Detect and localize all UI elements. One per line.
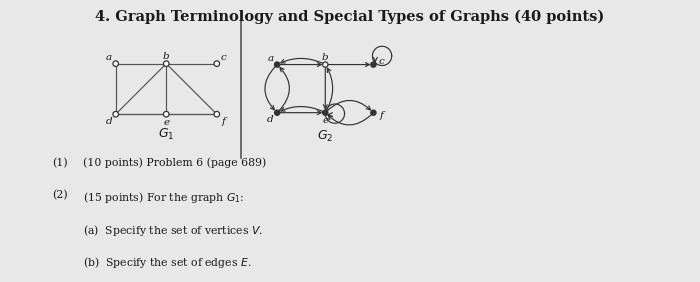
Text: $G_1$: $G_1$: [158, 127, 174, 142]
Circle shape: [113, 111, 118, 117]
Text: a: a: [106, 53, 112, 62]
Circle shape: [214, 111, 220, 117]
Text: b: b: [163, 52, 169, 61]
Text: f: f: [379, 111, 384, 120]
Circle shape: [214, 61, 220, 67]
Text: (a)  Specify the set of vertices $V$.: (a) Specify the set of vertices $V$.: [83, 223, 262, 238]
Text: f: f: [221, 117, 225, 126]
Text: e: e: [322, 116, 328, 125]
Text: (1): (1): [52, 158, 68, 168]
Circle shape: [323, 110, 328, 115]
Circle shape: [371, 110, 376, 115]
Text: d: d: [267, 115, 274, 124]
Circle shape: [164, 61, 169, 67]
Text: (2): (2): [52, 190, 68, 201]
Text: $G_2$: $G_2$: [317, 129, 333, 144]
Text: b: b: [322, 53, 328, 62]
Text: e: e: [163, 118, 169, 127]
Circle shape: [113, 61, 118, 67]
Text: (b)  Specify the set of edges $E$.: (b) Specify the set of edges $E$.: [83, 255, 251, 270]
Text: d: d: [106, 117, 113, 126]
Text: 4. Graph Terminology and Special Types of Graphs (40 points): 4. Graph Terminology and Special Types o…: [95, 10, 605, 24]
Circle shape: [164, 111, 169, 117]
Circle shape: [274, 62, 280, 67]
Circle shape: [371, 62, 376, 67]
Text: (10 points) Problem 6 (page 689): (10 points) Problem 6 (page 689): [83, 158, 266, 168]
Text: (15 points) For the graph $G_1$:: (15 points) For the graph $G_1$:: [83, 190, 244, 205]
Text: a: a: [267, 54, 274, 63]
Circle shape: [274, 110, 280, 115]
Text: c: c: [220, 53, 226, 62]
Text: c: c: [379, 57, 384, 66]
Circle shape: [323, 62, 328, 67]
